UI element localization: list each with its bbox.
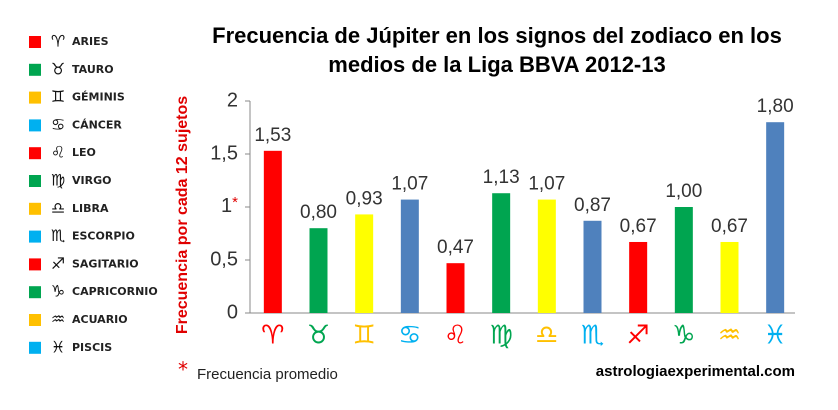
y-tick-label: 0 bbox=[227, 301, 238, 323]
legend-symbol: ♑ bbox=[51, 282, 65, 301]
legend-label: CÁNCER bbox=[72, 118, 122, 131]
bar bbox=[583, 220, 602, 313]
bar bbox=[263, 150, 282, 313]
x-tick-label: ♐ bbox=[627, 321, 650, 351]
legend-label: PISCIS bbox=[72, 341, 112, 354]
value-label: 1,13 bbox=[483, 167, 520, 188]
y-tick-label: 2 bbox=[227, 89, 238, 111]
bar bbox=[537, 199, 556, 313]
bar bbox=[309, 228, 328, 313]
legend-label: LIBRA bbox=[72, 202, 109, 215]
value-label: 1,53 bbox=[254, 125, 291, 146]
legend-symbol: ♍ bbox=[51, 171, 65, 190]
x-tick-label: ♊ bbox=[353, 321, 376, 351]
legend-symbol: ♒ bbox=[51, 310, 65, 329]
footnote: Frecuencia promedio bbox=[197, 366, 338, 383]
value-label: 0,67 bbox=[711, 216, 748, 237]
footnote-marker: * bbox=[178, 358, 188, 382]
legend-label: GÉMINIS bbox=[72, 91, 125, 104]
bar bbox=[766, 122, 785, 313]
x-tick-label: ♋ bbox=[398, 321, 421, 351]
legend-swatch bbox=[29, 36, 41, 48]
x-tick-label: ♏ bbox=[581, 321, 604, 351]
legend-swatch bbox=[29, 202, 41, 215]
x-tick-label: ♈ bbox=[261, 321, 284, 351]
x-tick-label: ♒ bbox=[718, 321, 741, 351]
legend-swatch bbox=[29, 91, 41, 104]
legend-swatch bbox=[29, 314, 41, 326]
chart-title: medios de la Liga BBVA 2012-13 bbox=[328, 52, 665, 77]
legend-swatch bbox=[29, 258, 41, 271]
bar bbox=[720, 241, 739, 313]
bar bbox=[629, 241, 648, 313]
legend-label: LEO bbox=[72, 146, 96, 159]
legend-symbol: ♋ bbox=[51, 115, 65, 134]
value-label: 1,07 bbox=[391, 174, 428, 195]
legend-label: TAURO bbox=[72, 63, 114, 76]
x-tick-label: ♌ bbox=[444, 321, 467, 351]
legend-symbol: ♉ bbox=[51, 59, 65, 78]
bar bbox=[400, 199, 419, 313]
y-axis-label: Frecuencia por cada 12 sujetos bbox=[174, 96, 191, 334]
x-tick-label: ♉ bbox=[307, 321, 330, 351]
legend-symbol: ♌ bbox=[51, 143, 65, 162]
y-tick-label: 0,5 bbox=[210, 248, 238, 270]
source: astrologiaexperimental.com bbox=[596, 363, 795, 380]
bar bbox=[492, 193, 511, 313]
legend-label: ARIES bbox=[72, 35, 109, 48]
legend-swatch bbox=[29, 341, 41, 354]
x-tick-label: ♑ bbox=[672, 321, 695, 351]
legend-label: CAPRICORNIO bbox=[72, 285, 158, 298]
value-label: 0,80 bbox=[300, 202, 337, 223]
chart-title: Frecuencia de Júpiter en los signos del … bbox=[212, 23, 782, 48]
bar bbox=[674, 207, 693, 313]
legend-symbol: ♎ bbox=[51, 198, 65, 217]
legend-swatch bbox=[29, 63, 41, 76]
value-label: 0,87 bbox=[574, 195, 611, 216]
value-label: 0,47 bbox=[437, 237, 474, 258]
x-tick-label: ♓ bbox=[764, 321, 787, 351]
y-tick-label: 1* bbox=[221, 194, 238, 217]
legend-symbol: ♐ bbox=[51, 254, 65, 273]
value-label: 1,07 bbox=[528, 174, 565, 195]
legend-symbol: ♓ bbox=[51, 337, 65, 356]
legend-swatch bbox=[29, 286, 41, 299]
legend-swatch bbox=[29, 230, 41, 243]
legend-label: SAGITARIO bbox=[72, 257, 139, 270]
value-label: 1,80 bbox=[757, 96, 794, 117]
x-tick-label: ♎ bbox=[535, 321, 558, 351]
legend-symbol: ♊ bbox=[51, 87, 65, 106]
legend-symbol: ♈ bbox=[51, 32, 65, 51]
x-tick-label: ♍ bbox=[490, 321, 513, 351]
value-label: 0,93 bbox=[346, 188, 383, 209]
legend-label: ACUARIO bbox=[72, 313, 128, 326]
legend-swatch bbox=[29, 175, 41, 187]
legend-label: ESCORPIO bbox=[72, 230, 135, 243]
bar bbox=[355, 214, 374, 313]
legend-label: VIRGO bbox=[72, 174, 111, 187]
bar bbox=[446, 263, 465, 313]
legend-swatch bbox=[29, 119, 41, 132]
value-label: 1,00 bbox=[665, 181, 702, 202]
legend-symbol: ♏ bbox=[51, 226, 65, 245]
legend-swatch bbox=[29, 147, 41, 160]
value-label: 0,67 bbox=[620, 216, 657, 237]
y-tick-label: 1,5 bbox=[210, 142, 238, 164]
